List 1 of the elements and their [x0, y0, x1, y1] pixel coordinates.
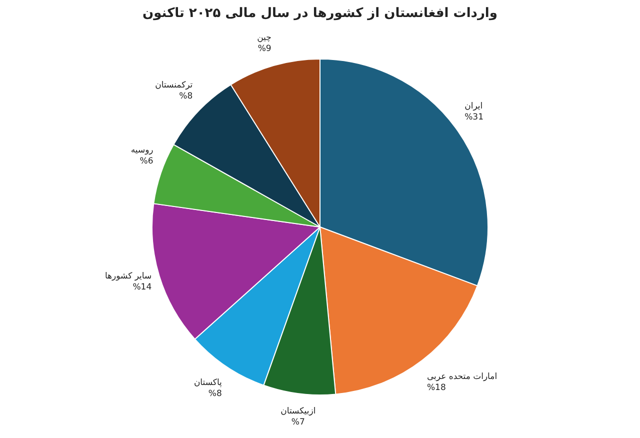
chart-title: واردات افغانستان از کشورها در سال مالی ۲۰۲۵ تاکنون [142, 6, 498, 21]
